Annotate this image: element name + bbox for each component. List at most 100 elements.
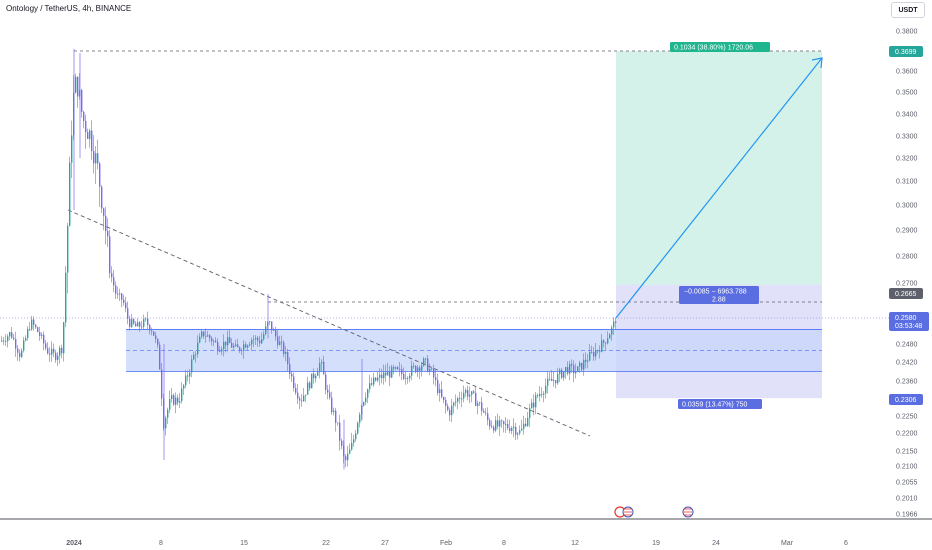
x-tick-label: 19: [652, 540, 660, 547]
us-flag-event-icon[interactable]: [682, 506, 694, 518]
candle-body: [457, 398, 459, 402]
candle-body: [185, 375, 187, 386]
candle-body: [587, 360, 589, 362]
candle-body: [607, 338, 609, 344]
candle-body: [1, 340, 3, 342]
candle-body: [383, 372, 385, 379]
candle-body: [83, 111, 85, 121]
candle-body: [367, 389, 369, 398]
candle-body: [155, 335, 157, 339]
candle-body: [229, 337, 231, 344]
candle-body: [247, 345, 249, 348]
candle-body: [183, 385, 185, 389]
candle-body: [331, 397, 333, 413]
candle-body: [299, 398, 301, 401]
candle-body: [41, 334, 43, 336]
last-price-countdown: 03:53:48: [895, 323, 922, 330]
entry-annotation-box: [679, 286, 759, 304]
candle-body: [29, 329, 31, 330]
candle-body: [5, 341, 7, 342]
candle-body: [523, 423, 525, 429]
candle-body: [479, 402, 481, 404]
candle-body: [329, 392, 331, 398]
candle-body: [447, 405, 449, 411]
candle-body: [269, 321, 271, 323]
candle-body: [157, 338, 159, 345]
candle-body: [209, 335, 211, 339]
candle-body: [99, 163, 101, 187]
resistance-price-tag: [889, 288, 923, 299]
candle-body: [159, 344, 161, 370]
candle-body: [537, 395, 539, 397]
projection-arrow[interactable]: [615, 57, 823, 319]
candle-body: [279, 341, 281, 345]
candle-body: [59, 347, 61, 356]
candle-body: [503, 421, 505, 425]
candle-body: [425, 358, 427, 360]
candle-body: [493, 426, 495, 431]
candle-body: [245, 344, 247, 348]
candle-body: [477, 403, 479, 406]
candle-body: [189, 372, 191, 377]
candle-body: [321, 361, 323, 364]
x-tick-label: 6: [844, 540, 848, 547]
y-tick-label: 0.1966: [896, 512, 918, 519]
candle-body: [131, 319, 133, 327]
candle-body: [349, 449, 351, 454]
y-tick-label: 0.2480: [896, 342, 918, 349]
candle-body: [201, 331, 203, 337]
candle-body: [333, 410, 335, 413]
candle-body: [495, 420, 497, 431]
last-price-tag: [889, 312, 929, 331]
candle-body: [325, 374, 327, 390]
candle-body: [75, 76, 77, 93]
currency-button[interactable]: USDT: [891, 2, 925, 18]
candle-body: [275, 330, 277, 337]
candle-body: [443, 396, 445, 401]
candle-body: [171, 395, 173, 399]
candle-body: [319, 363, 321, 373]
entry-annotation-line2: 2.88: [712, 297, 726, 304]
x-tick-label: 27: [381, 540, 389, 547]
candle-body: [591, 351, 593, 353]
candle-body: [437, 380, 439, 394]
candle-body: [243, 344, 245, 351]
candle-body: [313, 373, 315, 379]
candle-body: [541, 393, 543, 395]
candle-body: [473, 391, 475, 393]
candle-body: [53, 348, 55, 353]
candle-body: [489, 420, 491, 427]
y-tick-label: 0.2360: [896, 379, 918, 386]
candle-body: [137, 322, 139, 327]
candle-body: [483, 410, 485, 413]
candle-body: [17, 348, 19, 353]
candle-body: [571, 363, 573, 366]
candle-body: [597, 350, 599, 352]
candle-body: [381, 374, 383, 379]
candle-body: [481, 402, 483, 411]
candle-body: [455, 401, 457, 403]
economic-event-icon[interactable]: [614, 506, 634, 518]
candle-body: [599, 350, 601, 352]
y-tick-label: 0.2010: [896, 496, 918, 503]
candle-body: [105, 215, 107, 232]
trend-line[interactable]: [67, 209, 591, 437]
candle-body: [391, 367, 393, 378]
candle-body: [207, 335, 209, 337]
candle-body: [371, 383, 373, 385]
stop-price-tag: [889, 394, 923, 405]
candle-body: [413, 365, 415, 367]
candle-body: [205, 336, 207, 337]
candle-body: [559, 369, 561, 374]
candle-body: [609, 334, 611, 339]
candle-body: [379, 374, 381, 378]
candle-body: [415, 366, 417, 372]
chart-title: Ontology / TetherUS, 4h, BINANCE: [6, 4, 132, 13]
candle-body: [407, 378, 409, 379]
candle-body: [357, 422, 359, 434]
projection-arrowhead: [811, 57, 823, 69]
candle-body: [485, 412, 487, 414]
candle-body: [227, 337, 229, 346]
y-tick-label: 0.3000: [896, 203, 918, 210]
